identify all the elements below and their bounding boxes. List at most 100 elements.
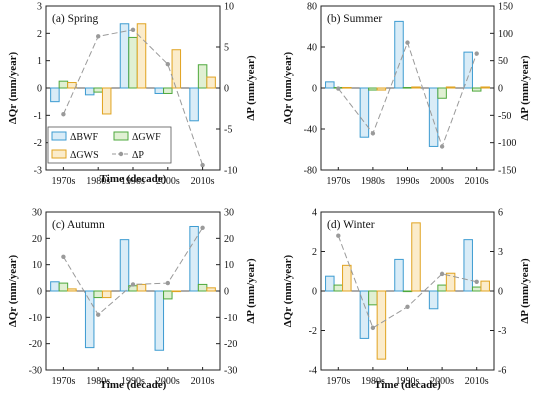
bar-gws — [480, 86, 490, 89]
dp-point — [336, 86, 341, 91]
y2-tick-label: 100 — [498, 29, 513, 40]
x-tick-label: 2010s — [191, 376, 215, 387]
y-tick-label: -2 — [309, 326, 317, 337]
y2-tick-label: 50 — [498, 56, 508, 67]
bar-bwf — [428, 290, 439, 310]
bar-gwf — [93, 290, 103, 299]
bar-gws — [206, 76, 216, 89]
y-tick-label: -1 — [34, 111, 42, 122]
bar-gws — [411, 86, 421, 89]
bar-bwf — [463, 51, 473, 89]
bar-gws — [206, 287, 216, 292]
x-tick-label: 2010s — [465, 376, 489, 387]
x-tick-label: 1990s — [396, 176, 420, 187]
x-axis-title: Time (decade) — [374, 379, 441, 391]
y2-tick-label: -6 — [498, 366, 506, 377]
dp-point — [200, 162, 205, 168]
legend-label: ΔGWF — [132, 132, 161, 143]
panel-title: (b) Summer — [327, 13, 382, 25]
bar-gws — [67, 82, 77, 89]
dp-point — [405, 304, 410, 309]
y2-tick-label: 0 — [498, 84, 503, 95]
dp-point — [200, 225, 205, 230]
dp-point — [405, 40, 410, 45]
dp-point — [370, 325, 376, 331]
bar-gws — [445, 272, 456, 292]
y2-axis-title: ΔP (mm/year) — [245, 55, 257, 121]
y-tick-label: -2 — [34, 138, 42, 149]
bar-bwf — [359, 87, 370, 138]
bar-gwf — [471, 286, 482, 292]
bar-gwf — [163, 290, 173, 300]
y-tick-label: -3 — [34, 166, 42, 177]
bar-bwf — [84, 290, 95, 349]
y-axis-title: ΔQr (mm/year) — [282, 51, 294, 124]
legend-box — [47, 126, 172, 164]
x-tick-label: 2010s — [465, 176, 489, 187]
panel-3: -30 -20 -10 0 10 20 30 -30 -20 -10 0 10 20 30 1970s 198… — [7, 208, 257, 392]
bar-gwf — [197, 283, 208, 292]
bar-gwf — [402, 86, 413, 89]
bar-bwf — [428, 87, 439, 147]
panel-4: -4 -2 0 2 4 -6 -3 0 3 6 1970s 1980s 1990s 2000s 2010s T… — [282, 208, 531, 392]
x-tick-label: 1980s — [361, 376, 385, 387]
y-tick-label: 20 — [32, 234, 42, 245]
dp-point — [165, 62, 170, 67]
bar-gwf — [58, 80, 69, 89]
y-axis-title: ΔQr (mm/year) — [7, 51, 19, 124]
legend: ΔBWF ΔGWF ΔGWS ΔP — [47, 126, 172, 164]
y-tick-label: 40 — [307, 43, 317, 54]
bar-bwf — [84, 87, 95, 96]
y-axis-title: ΔQr (mm/year) — [7, 254, 19, 327]
dp-point — [370, 131, 376, 136]
legend-label: ΔBWF — [70, 132, 99, 143]
y-tick-label: 4 — [312, 208, 317, 219]
bar-gwf — [402, 290, 413, 293]
x-tick-label: 1990s — [121, 176, 145, 187]
dp-point — [336, 233, 341, 238]
bar-gws — [376, 87, 387, 91]
bar-bwf — [154, 87, 165, 94]
y2-tick-label: 150 — [498, 2, 513, 13]
legend-swatch-gwf — [113, 131, 129, 141]
y2-tick-label: -100 — [498, 138, 516, 149]
bar-gwf — [197, 64, 208, 89]
y2-tick-label: -3 — [498, 326, 506, 337]
x-tick-label: 2010s — [191, 176, 215, 187]
y2-tick-label: -150 — [498, 166, 516, 177]
bar-gws — [171, 49, 182, 89]
bar-gwf — [471, 87, 482, 92]
x-tick-label: 1980s — [361, 176, 385, 187]
bar-gwf — [437, 87, 447, 99]
y2-axis-title: ΔP (mm/year) — [245, 258, 257, 324]
y2-axis-title: ΔP (mm/year) — [519, 55, 531, 121]
x-axis-title: Time (decade) — [100, 173, 167, 185]
legend-marker-dp — [118, 151, 124, 157]
bar-gwf — [437, 284, 447, 292]
x-tick-label: 1970s — [326, 376, 350, 387]
y2-tick-label: 10 — [224, 2, 234, 13]
bar-gws — [101, 87, 112, 115]
y-tick-label: 0 — [37, 287, 42, 298]
y-tick-label: -30 — [29, 366, 42, 377]
bar-gws — [171, 290, 182, 293]
y-tick-label: 0 — [312, 287, 317, 298]
y2-axis-title: ΔP (mm/year) — [519, 258, 531, 324]
y2-tick-label: 6 — [498, 208, 503, 219]
bar-gwf — [368, 290, 378, 306]
dp-point — [130, 27, 136, 32]
x-tick-label: 1990s — [396, 376, 420, 387]
y-tick-label: -4 — [309, 366, 317, 377]
bar-bwf — [119, 23, 130, 89]
panel-title: (a) Spring — [52, 13, 99, 25]
bar-gws — [101, 290, 112, 299]
dp-point — [96, 34, 101, 39]
bar-gws — [411, 222, 421, 292]
dp-point — [96, 312, 101, 317]
y2-tick-label: 5 — [224, 43, 229, 54]
y-tick-label: 10 — [32, 260, 42, 271]
legend-swatch-bwf — [51, 131, 67, 141]
y2-tick-label: 0 — [498, 287, 503, 298]
bar-bwf — [154, 290, 165, 351]
